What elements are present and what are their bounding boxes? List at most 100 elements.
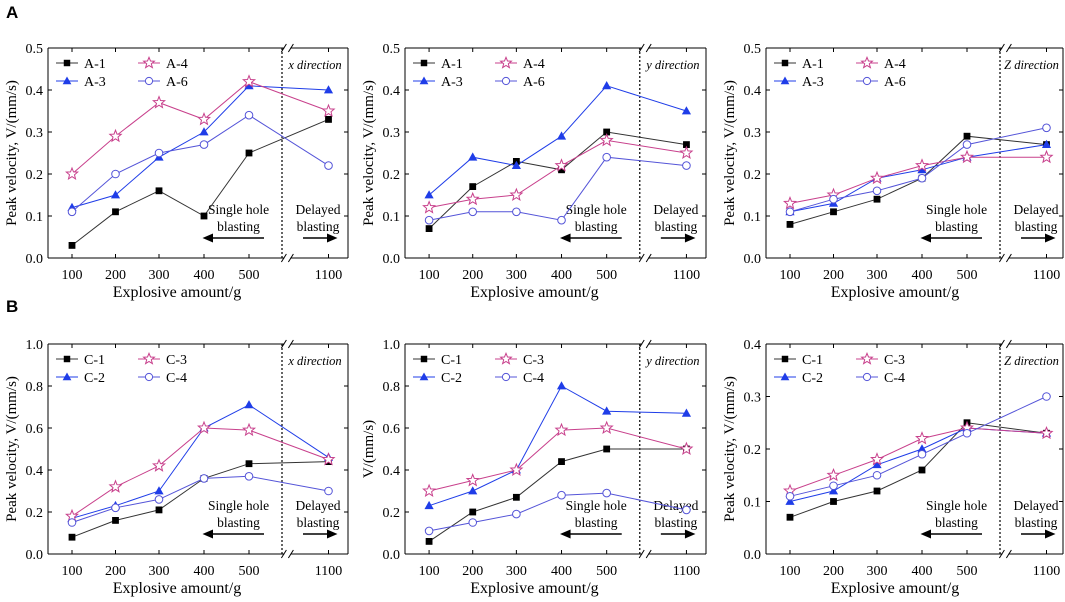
x-tick-label: 1100 — [673, 564, 700, 579]
x-tick-label: 500 — [239, 268, 260, 283]
y-tick-label: 1.0 — [383, 338, 401, 353]
annotation-delayed: blasting — [297, 219, 340, 234]
legend-label: C-2 — [84, 371, 105, 386]
annotation-delayed: Delayed — [653, 202, 698, 217]
x-tick-label: 400 — [551, 564, 572, 579]
data-point — [509, 187, 524, 202]
arrow-left-head — [920, 233, 931, 243]
legend-label: A-1 — [802, 57, 824, 72]
y-tick-label: 0.3 — [26, 126, 44, 141]
data-point — [679, 145, 694, 160]
data-point — [154, 495, 164, 504]
annotation-delayed: Delayed — [1014, 202, 1059, 217]
x-tick-label: 400 — [551, 268, 572, 283]
legend-label: A-4 — [884, 57, 906, 72]
legend-marker — [499, 55, 513, 69]
data-point — [1039, 425, 1054, 440]
x-axis-title: Explosive amount/g — [113, 284, 241, 301]
data-point — [554, 158, 569, 172]
data-point — [424, 526, 434, 536]
data-point — [110, 190, 121, 199]
x-tick-label: 500 — [239, 564, 260, 579]
data-point — [915, 431, 929, 445]
data-point — [425, 225, 433, 232]
annotation-single-hole: blasting — [935, 515, 978, 530]
data-point — [682, 505, 691, 515]
data-point — [870, 452, 884, 466]
series-line — [429, 139, 687, 209]
annotation-delayed: blasting — [1015, 219, 1058, 234]
x-tick-label: 300 — [149, 268, 170, 283]
legend-label: C-1 — [441, 353, 462, 368]
data-point — [1041, 139, 1052, 148]
data-point — [425, 538, 433, 545]
legend-marker — [63, 355, 71, 363]
legend-marker — [862, 76, 872, 86]
series-line — [789, 156, 1047, 204]
x-axis-title: Explosive amount/g — [831, 580, 959, 597]
data-point — [557, 490, 566, 500]
series-line — [789, 427, 1047, 492]
data-point — [783, 196, 797, 210]
x-tick-label: 100 — [419, 564, 440, 579]
legend-marker — [63, 59, 71, 67]
arrow-right-head — [327, 529, 338, 539]
axis-break-mark — [638, 339, 645, 349]
axis-break-mark — [645, 253, 652, 263]
x-tick-label: 500 — [596, 268, 617, 283]
data-point — [602, 81, 612, 90]
chart-panel-4: 0.0 0.2 0.4 0.6 0.8 1.0 100 200 300 400 500 1100 Exp… — [4, 338, 349, 597]
legend-label: A-3 — [802, 75, 824, 90]
data-point — [603, 128, 611, 136]
data-point — [321, 452, 336, 466]
data-point — [786, 221, 794, 228]
series-line — [71, 475, 329, 523]
legend-marker — [420, 355, 428, 363]
series-line — [789, 127, 1047, 213]
data-point — [512, 207, 521, 217]
legend-label: C-1 — [84, 353, 105, 368]
annotation-single-hole: Single hole — [926, 498, 987, 513]
data-point — [962, 140, 972, 149]
x-tick-label: 100 — [780, 564, 801, 579]
x-tick-label: 500 — [596, 564, 617, 579]
y-tick-label: 0.0 — [26, 548, 44, 563]
annotation-single-hole: blasting — [935, 219, 978, 234]
x-tick-label: 400 — [912, 564, 933, 579]
annotation-delayed: Delayed — [296, 202, 341, 217]
x-tick-label: 400 — [194, 564, 215, 579]
x-tick-label: 300 — [867, 268, 888, 283]
data-point — [917, 173, 927, 183]
series-line — [789, 427, 1047, 502]
data-point — [112, 517, 119, 524]
axis-break-mark — [280, 339, 287, 349]
y-tick-label: 0.2 — [383, 506, 401, 521]
data-point — [469, 183, 477, 190]
data-point — [152, 95, 166, 109]
legend-label: A-3 — [441, 75, 463, 90]
arrow-left-head — [560, 233, 571, 243]
x-tick-label: 500 — [957, 268, 978, 283]
axis-break-mark — [1005, 339, 1012, 349]
data-point — [828, 486, 839, 495]
arrow-right-head — [1045, 233, 1056, 243]
data-point — [554, 422, 569, 437]
x-tick-label: 200 — [823, 564, 844, 579]
axis-break-mark — [280, 549, 287, 559]
data-point — [917, 449, 927, 459]
axis-break-mark — [645, 549, 652, 559]
data-point — [67, 518, 77, 527]
series-line — [428, 85, 687, 196]
series-line — [71, 81, 329, 175]
x-tick-label: 1100 — [1033, 564, 1060, 579]
annotation-single-hole: Single hole — [208, 498, 269, 513]
data-point — [197, 112, 211, 126]
data-point — [67, 207, 77, 217]
y-tick-label: 0.0 — [383, 548, 401, 563]
legend-label: A-1 — [84, 57, 106, 72]
data-point — [65, 166, 79, 181]
data-point — [512, 493, 520, 501]
x-tick-label: 1100 — [673, 268, 700, 283]
annotation-delayed: blasting — [297, 515, 340, 530]
data-point — [681, 408, 692, 417]
